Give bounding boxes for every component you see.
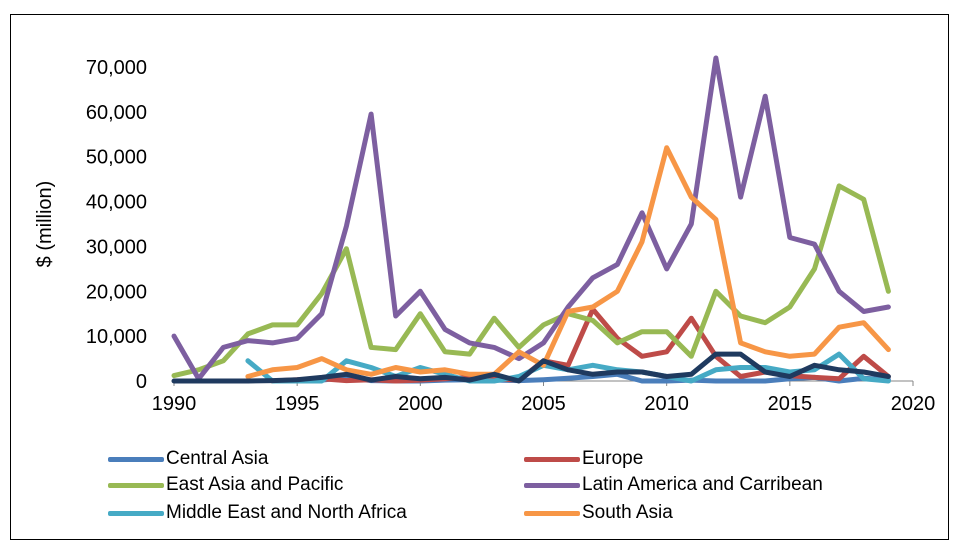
x-tick-label: 2015 xyxy=(768,393,813,415)
series-line-latin-america-and-carribean xyxy=(171,55,891,382)
y-tick-label: 50,000 xyxy=(86,147,147,169)
x-tick-label: 2010 xyxy=(644,393,689,415)
series-line-south-asia xyxy=(245,145,891,379)
y-tick-label: 70,000 xyxy=(86,57,147,79)
y-tick-label: 0 xyxy=(136,371,147,393)
series-line-east-asia-and-pacific xyxy=(171,183,891,379)
x-tick-label: 1990 xyxy=(152,393,197,415)
y-tick-label: 10,000 xyxy=(86,326,147,348)
x-tick-label: 2020 xyxy=(891,393,936,415)
chart-frame xyxy=(10,14,949,540)
y-tick-label: 20,000 xyxy=(86,281,147,303)
x-tick-label: 1995 xyxy=(275,393,320,415)
y-tick-label: 40,000 xyxy=(86,192,147,214)
x-tick-label: 2005 xyxy=(521,393,566,415)
y-axis-label: $ (million) xyxy=(34,181,56,268)
y-tick-label: 60,000 xyxy=(86,102,147,124)
y-tick-label: 30,000 xyxy=(86,236,147,258)
x-tick-label: 2000 xyxy=(398,393,443,415)
series-line-unlabeled xyxy=(171,351,891,384)
